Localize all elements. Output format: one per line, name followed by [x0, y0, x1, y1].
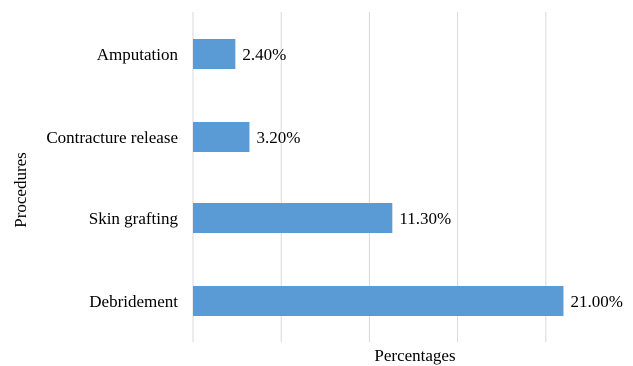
category-label: Contracture release [46, 128, 178, 147]
bar [193, 286, 564, 316]
data-label: 3.20% [256, 128, 300, 147]
category-label: Amputation [97, 45, 179, 64]
data-labels: 2.40% 3.20% 11.30% 21.00% [242, 45, 623, 311]
bar [193, 203, 393, 233]
bars [193, 39, 564, 316]
category-label: Skin grafting [89, 209, 179, 228]
bar [193, 39, 236, 69]
category-label: Debridement [89, 292, 178, 311]
category-labels: Amputation Contracture release Skin grafti… [46, 45, 178, 311]
bar [193, 122, 250, 152]
data-label: 11.30% [399, 209, 451, 228]
data-label: 2.40% [242, 45, 286, 64]
data-label: 21.00% [570, 292, 622, 311]
x-axis-title: Percentages [374, 346, 455, 365]
y-axis-title: Procedures [11, 152, 30, 228]
